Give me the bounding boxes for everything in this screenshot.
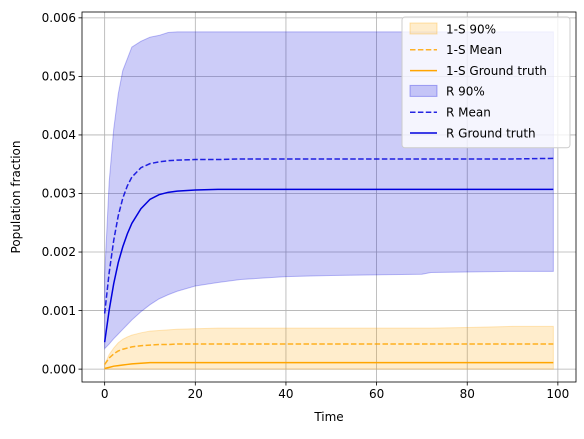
line-r-mean — [103, 157, 554, 314]
y-tick-label: 0.004 — [42, 128, 76, 142]
legend-item-r-ground-truth: R Ground truth — [410, 126, 536, 140]
legend: 1-S 90% 1-S Mean 1-S Ground truth R 90% R Me… — [401, 16, 571, 149]
band-1s-90 — [104, 325, 554, 370]
y-tick-label: 0.006 — [42, 11, 76, 25]
legend-label: 1-S Ground truth — [446, 64, 547, 78]
y-tick-label: 0.002 — [42, 245, 76, 259]
x-tick-label: 0 — [101, 387, 109, 401]
x-tick-label: 80 — [460, 387, 475, 401]
axes-frame — [81, 11, 577, 383]
y-axis-label: Population fraction — [9, 141, 23, 254]
legend-item-r-90: R 90% — [409, 84, 485, 99]
legend-label: R Mean — [446, 106, 491, 120]
x-axis-label: Time — [313, 410, 343, 424]
x-tick-label: 100 — [546, 387, 569, 401]
line-1s-ground-truth — [104, 361, 554, 370]
line-1s-mean — [104, 343, 554, 365]
legend-label: 1-S 90% — [446, 22, 496, 36]
line-r-ground-truth — [103, 188, 554, 343]
y-tick-label: 0.003 — [42, 187, 76, 201]
legend-swatch — [409, 84, 438, 97]
legend-label: 1-S Mean — [446, 43, 502, 57]
legend-label: R 90% — [446, 85, 485, 99]
y-tick-label: 0.000 — [42, 362, 76, 376]
legend-item-1s-mean: 1-S Mean — [410, 43, 502, 57]
x-tick-label: 40 — [278, 387, 293, 401]
ticks: 0 20 40 60 80 100 0.000 0.001 0.002 0.003 0.004 0.0… — [42, 11, 570, 401]
legend-item-r-mean: R Mean — [410, 106, 491, 120]
legend-item-1s-ground-truth: 1-S Ground truth — [410, 64, 547, 78]
x-tick-label: 20 — [188, 387, 203, 401]
legend-box — [401, 16, 571, 149]
legend-item-1s-90: 1-S 90% — [409, 22, 496, 36]
legend-swatch — [409, 22, 438, 35]
y-tick-label: 0.001 — [42, 304, 76, 318]
x-tick-label: 60 — [369, 387, 384, 401]
y-tick-label: 0.005 — [42, 70, 76, 84]
legend-label: R Ground truth — [446, 126, 536, 140]
